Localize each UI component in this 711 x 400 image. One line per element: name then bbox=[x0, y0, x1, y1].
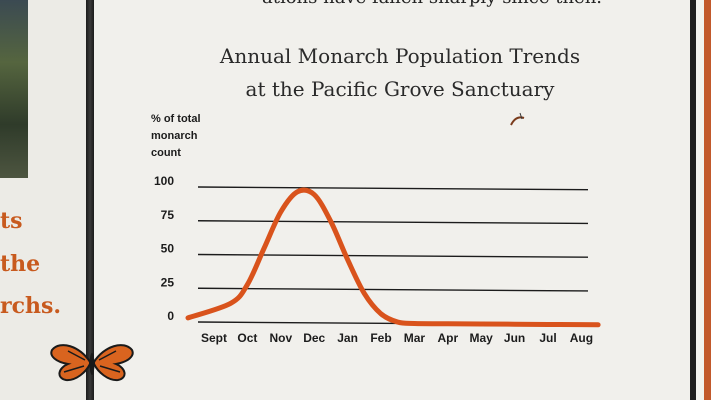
x-tick-label: Oct bbox=[237, 331, 257, 345]
x-tick-label: Dec bbox=[303, 331, 325, 345]
y-axis-label: % of total bbox=[151, 113, 201, 125]
gridline bbox=[197, 253, 589, 258]
y-tick-label: 75 bbox=[161, 208, 175, 222]
x-tick-label: Feb bbox=[370, 331, 391, 345]
x-tick-label: Aug bbox=[570, 331, 593, 345]
y-axis-label: monarch bbox=[151, 130, 198, 142]
gridline bbox=[197, 220, 589, 225]
left-fragment-3: rchs. bbox=[0, 293, 62, 319]
left-panel-top bbox=[28, 0, 86, 178]
y-tick-label: 25 bbox=[161, 275, 175, 289]
x-tick-label: Apr bbox=[437, 331, 458, 345]
chart-title-line-1: Annual Monarch Population Trends bbox=[219, 44, 581, 68]
x-tick-label: Nov bbox=[269, 331, 292, 345]
insect-mark bbox=[510, 112, 525, 126]
x-tick-label: Sept bbox=[201, 331, 227, 345]
x-tick-label: Jul bbox=[539, 331, 556, 345]
top-caption: ations have fallen sharply since then. bbox=[262, 0, 602, 8]
right-frame bbox=[690, 0, 711, 400]
y-tick-label: 50 bbox=[161, 242, 175, 256]
x-tick-label: May bbox=[470, 331, 494, 345]
background-photo bbox=[0, 0, 28, 178]
population-trend-line bbox=[185, 187, 601, 328]
x-tick-label: Jun bbox=[504, 331, 525, 345]
sign-panel bbox=[94, 0, 690, 400]
left-fragment-2: the bbox=[0, 251, 41, 277]
metal-rod bbox=[86, 0, 94, 400]
chart-title-line-2: at the Pacific Grove Sanctuary bbox=[245, 77, 555, 101]
left-fragment-1: ts bbox=[0, 208, 23, 234]
y-axis-label: count bbox=[151, 147, 181, 159]
x-tick-label: Jan bbox=[337, 331, 358, 345]
gridline bbox=[197, 287, 589, 292]
y-tick-label: 0 bbox=[167, 309, 174, 323]
y-tick-label: 100 bbox=[154, 174, 174, 188]
monarch-butterfly-icon bbox=[50, 344, 134, 382]
gridline bbox=[197, 186, 589, 191]
x-tick-label: Mar bbox=[404, 331, 426, 345]
